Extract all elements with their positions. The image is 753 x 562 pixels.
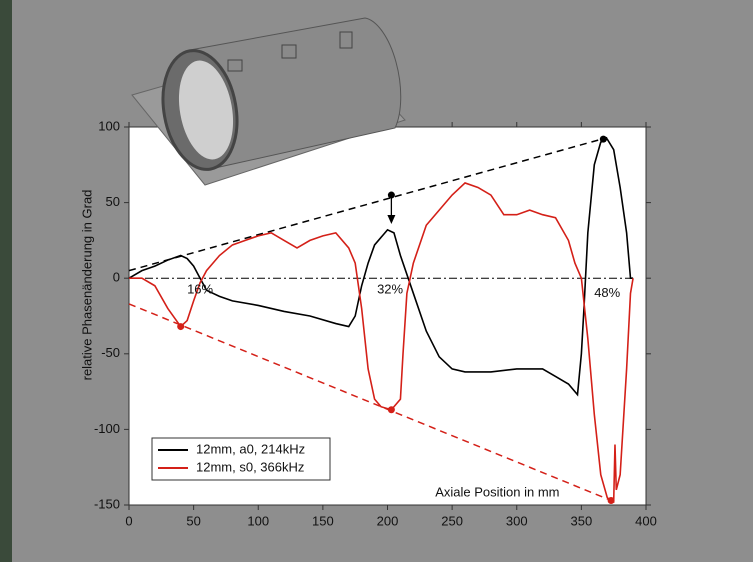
series-line <box>128 138 634 397</box>
legend-label: 12mm, a0, 214kHz <box>196 441 305 456</box>
x-tick-label: 150 <box>312 513 334 528</box>
cylinder-illustration <box>131 17 406 186</box>
x-axis-label: Axiale Position in mm <box>435 484 559 499</box>
x-tick-label: 300 <box>506 513 528 528</box>
y-axis-label: relative Phasenänderung in Grad <box>79 190 94 381</box>
x-tick-label: 250 <box>441 513 463 528</box>
x-tick-label: 50 <box>186 513 200 528</box>
marker-point <box>177 323 185 331</box>
x-tick-label: 0 <box>125 513 132 528</box>
y-tick-label: -100 <box>94 421 120 436</box>
guide-line <box>128 136 608 272</box>
annotation: 32% <box>377 282 403 297</box>
y-tick-label: 100 <box>98 118 120 133</box>
y-tick-label: 0 <box>113 270 120 285</box>
annotation: 16% <box>187 282 213 297</box>
legend-box <box>151 437 331 481</box>
annotation: 48% <box>594 285 620 300</box>
marker-point <box>387 406 395 414</box>
x-tick-label: 350 <box>571 513 593 528</box>
marker-point <box>607 496 615 504</box>
marker-point <box>599 135 607 143</box>
x-tick-label: 100 <box>247 513 269 528</box>
photo-strip <box>0 0 12 562</box>
arrow-head <box>387 215 396 225</box>
x-tick-label: 400 <box>635 513 657 528</box>
guide-line <box>128 303 612 502</box>
series-line <box>129 182 634 503</box>
y-tick-label: -150 <box>94 496 120 511</box>
y-tick-label: 50 <box>106 194 120 209</box>
x-tick-label: 200 <box>377 513 399 528</box>
legend-label: 12mm, s0, 366kHz <box>196 459 304 474</box>
y-tick-label: -50 <box>101 345 120 360</box>
